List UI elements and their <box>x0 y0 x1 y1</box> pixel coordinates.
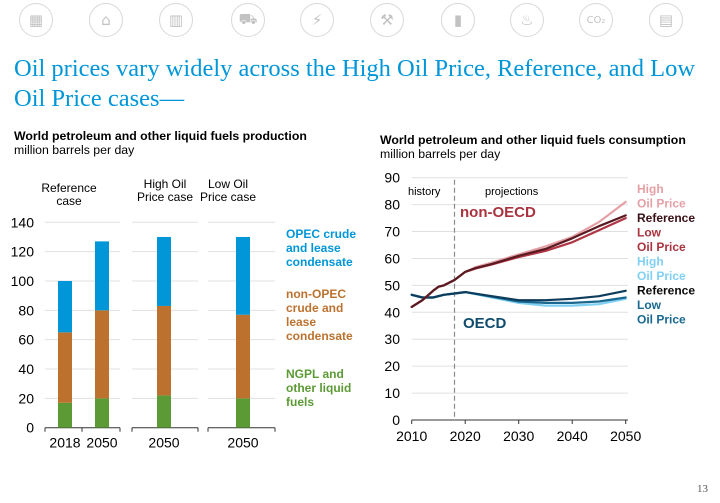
bar-segment <box>58 332 72 403</box>
series-line <box>410 289 627 302</box>
y-tick-label: 100 <box>11 273 35 289</box>
y-tick-label: 30 <box>384 331 400 347</box>
legend-label: Low <box>637 226 662 240</box>
y-tick-label: 20 <box>18 390 34 406</box>
oecd-annotation: OECD <box>463 315 507 332</box>
group-label: Reference <box>41 181 97 195</box>
y-tick-label: 70 <box>384 224 400 240</box>
x-tick-label: 2010 <box>396 428 427 444</box>
group-label: case <box>56 194 82 208</box>
y-tick-label: 40 <box>384 304 400 320</box>
y-tick-label: 140 <box>11 214 35 230</box>
y-tick-label: 0 <box>26 420 34 436</box>
projections-annotation: projections <box>485 186 539 198</box>
bar-segment <box>95 310 109 399</box>
slide-title: Oil prices vary widely across the High O… <box>14 55 696 112</box>
y-tick-label: 80 <box>384 197 400 213</box>
production-chart-heading: World petroleum and other liquid fuels p… <box>14 129 307 157</box>
x-tick-label: 2050 <box>148 435 179 451</box>
group-label: Price case <box>137 190 193 204</box>
legend-label: Reference <box>637 211 695 225</box>
document-icon[interactable]: ▤ <box>649 3 683 37</box>
x-tick-label: 2050 <box>86 435 117 451</box>
petroleum-drilling-icon[interactable]: ⚒ <box>370 3 404 37</box>
x-tick-label: 2018 <box>49 435 80 451</box>
bar-segment <box>157 236 171 306</box>
consumption-chart-units: million barrels per day <box>380 147 501 161</box>
legend-label: condensate <box>286 329 353 343</box>
bar-segment <box>58 402 72 428</box>
bar-segment <box>236 398 250 428</box>
production-chart-title: World petroleum and other liquid fuels p… <box>14 129 307 143</box>
industrial-icon[interactable]: ⌂ <box>89 3 123 37</box>
legend-label: Low <box>637 298 662 312</box>
x-tick-label: 2050 <box>227 435 258 451</box>
legend-label: lease <box>286 315 316 329</box>
electricity-icon[interactable]: ⚡ <box>300 3 334 37</box>
bar-segment <box>95 241 109 311</box>
oil-barrel-icon[interactable]: ▮ <box>441 3 475 37</box>
production-bar-chart: 0 20 40 60 80 100 120 140 2018 2050 2050 2050 Refere… <box>11 177 357 451</box>
page-number: 13 <box>697 483 708 495</box>
legend-label: Reference <box>637 284 695 298</box>
legend-label: fuels <box>286 395 314 409</box>
group-label: Low Oil <box>208 177 248 191</box>
y-tick-label: 80 <box>18 302 34 318</box>
legend-label: Oil Price <box>637 313 686 327</box>
x-tick-label: 2030 <box>503 428 534 444</box>
natural-gas-flame-icon[interactable]: ♨ <box>510 3 544 37</box>
bar-segment <box>58 280 72 333</box>
consumption-chart-title: World petroleum and other liquid fuels c… <box>380 133 686 147</box>
legend-label: and lease <box>286 241 341 255</box>
transportation-icon[interactable]: ⛟ <box>231 3 265 37</box>
y-tick-label: 60 <box>18 332 34 348</box>
non-oecd-annotation: non-OECD <box>460 204 536 221</box>
x-tick-label: 2040 <box>557 428 588 444</box>
legend-label: High <box>637 182 664 196</box>
bar-segment <box>236 314 250 399</box>
bar-segment <box>236 236 250 315</box>
y-tick-label: 20 <box>384 358 400 374</box>
buildings-icon[interactable]: ▥ <box>159 3 193 37</box>
legend-label: non-OPEC <box>286 287 346 301</box>
y-tick-label: 120 <box>11 244 35 260</box>
bar-segment <box>157 305 171 396</box>
x-tick-label: 2020 <box>450 428 481 444</box>
legend-label: Oil Price <box>637 240 686 254</box>
legend-label: NGPL and <box>286 367 344 381</box>
consumption-chart-heading: World petroleum and other liquid fuels c… <box>380 133 686 161</box>
legend-label: Oil Price <box>637 269 686 283</box>
legend-label: condensate <box>286 255 353 269</box>
y-tick-label: 0 <box>392 412 400 428</box>
history-annotation: history <box>408 186 441 198</box>
bar-segment <box>95 398 109 428</box>
series-line <box>410 214 627 308</box>
y-tick-label: 90 <box>384 170 400 186</box>
bar-segment <box>157 395 171 428</box>
y-tick-label: 60 <box>384 250 400 266</box>
legend-label: High <box>637 255 664 269</box>
production-chart-units: million barrels per day <box>14 143 135 157</box>
legend-label: other liquid <box>286 381 351 395</box>
group-label: Price case <box>200 190 256 204</box>
energy-overview-icon[interactable]: ▦ <box>19 3 53 37</box>
co2-emissions-icon[interactable]: CO₂ <box>579 3 613 37</box>
y-tick-label: 50 <box>384 277 400 293</box>
group-label: High Oil <box>144 177 187 191</box>
y-tick-label: 10 <box>384 385 400 401</box>
topic-icon-bar: ▦ ⌂ ▥ ⛟ ⚡ ⚒ ▮ ♨ CO₂ ▤ <box>0 0 720 42</box>
legend-label: OPEC crude <box>286 227 356 241</box>
legend-label: Oil Price <box>637 197 686 211</box>
x-tick-label: 2050 <box>610 428 641 444</box>
legend-label: crude and <box>286 301 343 315</box>
y-tick-label: 40 <box>18 361 34 377</box>
